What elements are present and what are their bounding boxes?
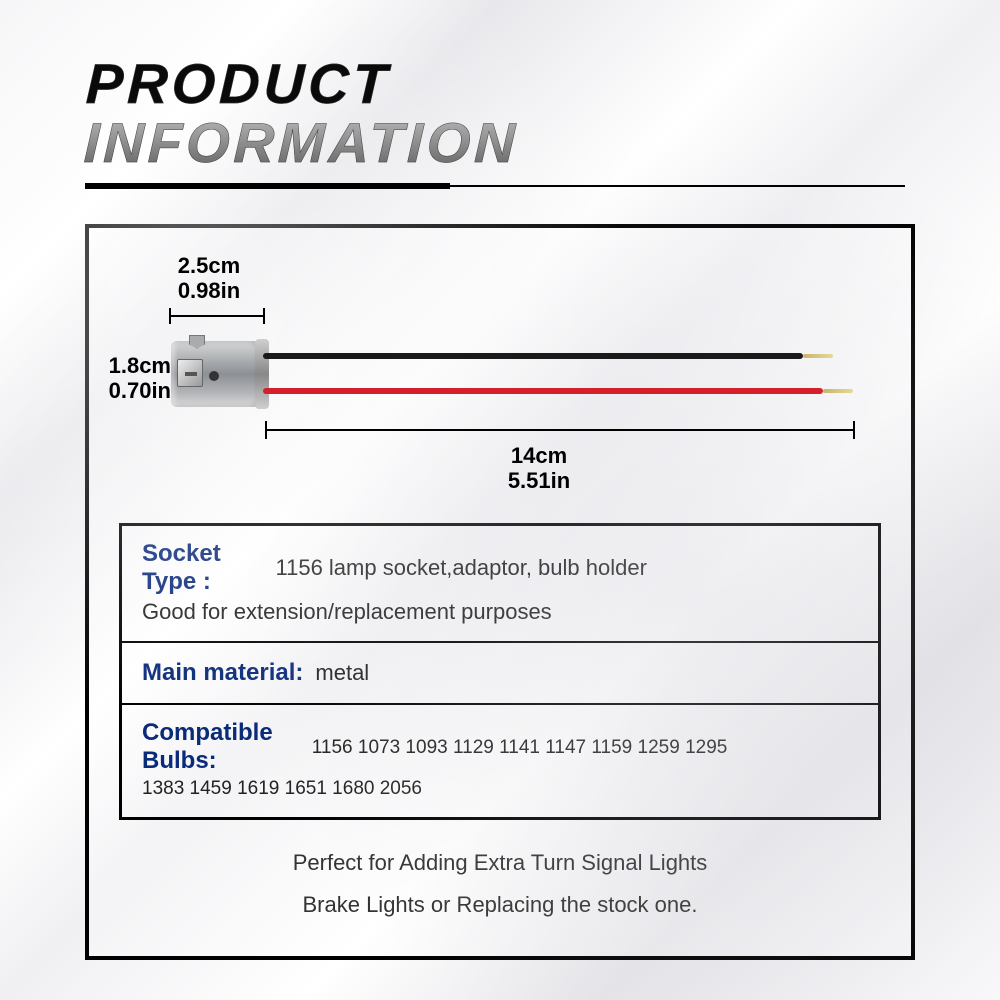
dim-height-in: 0.70in (91, 378, 171, 403)
wire-tip-black (803, 354, 833, 358)
wire-tip-red (823, 389, 853, 393)
dim-length-tick-l (265, 421, 267, 439)
dim-length-label: 14cm 5.51in (439, 443, 639, 494)
header: PRODUCT INFORMATION (0, 0, 1000, 173)
socket-hole (209, 371, 219, 381)
dim-width-line (169, 315, 265, 317)
dim-length-line (265, 429, 855, 431)
dim-height-label: 1.8cm 0.70in (91, 353, 171, 404)
footer-line2: Brake Lights or Replacing the stock one. (302, 892, 697, 917)
value-compat-1: 1156 1073 1093 1129 1141 1147 1159 1259 … (312, 734, 858, 762)
dim-width-tick-r (263, 308, 265, 324)
underline-thick (85, 183, 450, 189)
row-main-material: Main material: metal (122, 641, 878, 703)
value-socket-type-1: 1156 lamp socket,adaptor, bulb holder (276, 552, 859, 584)
socket-rim (255, 339, 269, 409)
title-line1: PRODUCT (85, 52, 392, 115)
label-socket-type: Socket Type : (142, 540, 268, 596)
socket-slot (177, 359, 203, 387)
footer-line1: Perfect for Adding Extra Turn Signal Lig… (293, 850, 708, 875)
dim-length-cm: 14cm (439, 443, 639, 468)
label-compat: Compatible Bulbs: (142, 719, 304, 775)
value-main-material: metal (315, 657, 369, 689)
row-compatible-bulbs: Compatible Bulbs: 1156 1073 1093 1129 11… (122, 703, 878, 817)
info-panel: 2.5cm 0.98in 1.8cm 0.70in 14cm (85, 224, 915, 960)
footer-note: Perfect for Adding Extra Turn Signal Lig… (119, 842, 881, 926)
dim-length-tick-r (853, 421, 855, 439)
dim-width-label: 2.5cm 0.98in (159, 253, 259, 304)
dim-width-cm: 2.5cm (159, 253, 259, 278)
dim-length-in: 5.51in (439, 468, 639, 493)
value-socket-type-2: Good for extension/replacement purposes (142, 596, 858, 628)
dim-width-tick-l (169, 308, 171, 324)
label-main-material: Main material: (142, 659, 303, 687)
value-compat-2: 1383 1459 1619 1651 1680 2056 (142, 775, 858, 803)
row-socket-type: Socket Type : 1156 lamp socket,adaptor, … (122, 526, 878, 642)
dim-height-cm: 1.8cm (91, 353, 171, 378)
title-underline (85, 183, 905, 189)
wire-black (263, 353, 803, 359)
page-title: PRODUCT INFORMATION (83, 55, 1000, 173)
title-line2: INFORMATION (83, 111, 520, 174)
spec-table: Socket Type : 1156 lamp socket,adaptor, … (119, 523, 881, 820)
socket-illustration (171, 333, 263, 415)
dim-width-in: 0.98in (159, 278, 259, 303)
wire-red (263, 388, 823, 394)
dimension-diagram: 2.5cm 0.98in 1.8cm 0.70in 14cm (119, 253, 881, 493)
